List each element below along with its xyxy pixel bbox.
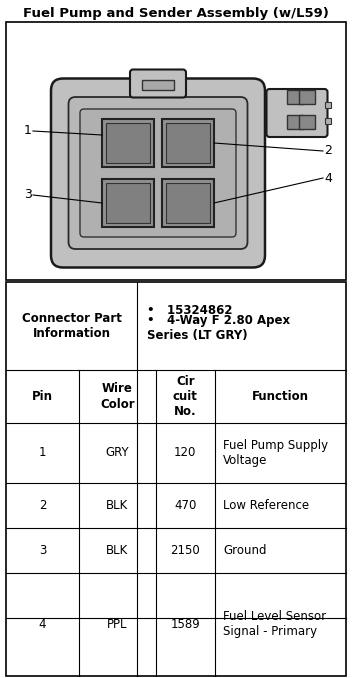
FancyBboxPatch shape (80, 109, 236, 237)
Bar (299, 90, 315, 104)
Text: •   4-Way F 2.80 Apex
Series (LT GRY): • 4-Way F 2.80 Apex Series (LT GRY) (147, 314, 290, 342)
Text: Function: Function (252, 390, 309, 403)
Bar (106, 183, 150, 223)
Bar (166, 123, 210, 163)
Text: 3: 3 (24, 188, 32, 201)
Text: 120: 120 (174, 447, 196, 460)
Bar (166, 183, 210, 223)
Text: 2150: 2150 (170, 544, 200, 557)
Bar (299, 115, 315, 129)
Text: BLK: BLK (106, 544, 128, 557)
Text: 3: 3 (39, 544, 46, 557)
Text: Fuel Pump Supply
Voltage: Fuel Pump Supply Voltage (223, 439, 328, 467)
Bar (102, 179, 154, 227)
Text: Cir
cuit
No.: Cir cuit No. (173, 375, 198, 418)
Bar (6, 282, 346, 676)
Bar (287, 115, 303, 129)
Bar (106, 123, 150, 163)
Text: •   15324862: • 15324862 (147, 304, 232, 317)
Text: Fuel Pump and Sender Assembly (w/L59): Fuel Pump and Sender Assembly (w/L59) (23, 7, 329, 20)
Bar (287, 90, 303, 104)
Text: 1589: 1589 (170, 618, 200, 631)
FancyBboxPatch shape (130, 70, 186, 98)
Text: Pin: Pin (32, 390, 53, 403)
FancyBboxPatch shape (69, 97, 247, 249)
Bar (102, 119, 154, 167)
Text: 4: 4 (39, 618, 46, 631)
Bar (142, 79, 174, 89)
Bar (325, 118, 331, 124)
Text: Ground: Ground (223, 544, 266, 557)
Bar (6, 22, 346, 280)
Text: GRY: GRY (106, 447, 129, 460)
Text: Connector Part
Information: Connector Part Information (21, 312, 121, 340)
Bar (162, 179, 214, 227)
Text: PPL: PPL (107, 618, 127, 631)
Text: Wire
Color: Wire Color (100, 382, 135, 410)
Text: 1: 1 (24, 125, 32, 138)
Text: Low Reference: Low Reference (223, 499, 309, 512)
Text: 1: 1 (39, 447, 46, 460)
FancyBboxPatch shape (266, 89, 327, 137)
Text: 4: 4 (324, 172, 332, 184)
Text: 2: 2 (324, 144, 332, 157)
Bar (325, 102, 331, 108)
Text: 470: 470 (174, 499, 196, 512)
Text: 2: 2 (39, 499, 46, 512)
FancyBboxPatch shape (51, 79, 265, 268)
Text: BLK: BLK (106, 499, 128, 512)
Text: Fuel Level Sensor
Signal - Primary: Fuel Level Sensor Signal - Primary (223, 610, 326, 639)
Bar (162, 119, 214, 167)
